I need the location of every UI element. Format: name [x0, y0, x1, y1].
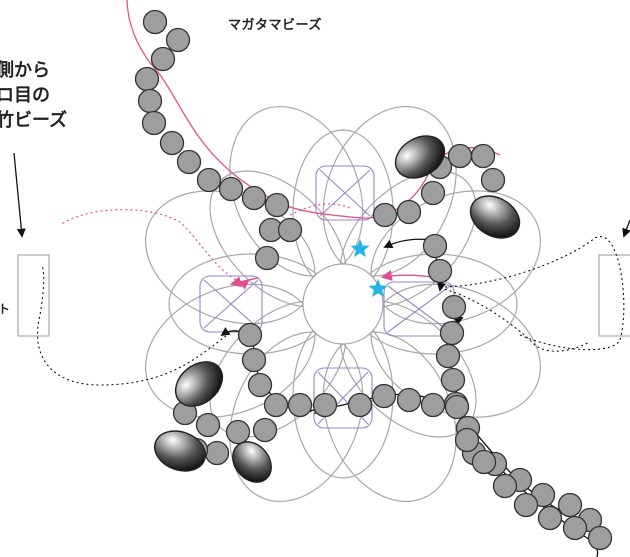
round-bead	[134, 66, 160, 92]
round-bead	[287, 392, 313, 418]
round-bead	[312, 392, 338, 418]
round-bead	[422, 233, 448, 259]
center-circle	[302, 263, 384, 345]
round-bead	[420, 180, 446, 206]
magatama-bead	[469, 195, 521, 239]
round-bead	[372, 202, 398, 228]
pointer-line-right	[622, 219, 630, 238]
magatama-beads	[154, 135, 521, 483]
round-bead	[204, 440, 230, 466]
round-bead	[150, 46, 176, 72]
side-label: ト	[0, 302, 11, 316]
note-line-3: 竹ビーズ	[0, 110, 68, 131]
note-line-1: 側から	[0, 60, 50, 81]
diagram-title: マガタマビーズ	[228, 18, 322, 33]
round-bead	[435, 343, 461, 369]
right-dotted-thread-lower	[439, 287, 591, 352]
round-bead	[196, 167, 222, 193]
round-bead	[454, 427, 480, 453]
magatama-bead	[154, 430, 206, 472]
pink-dotted-thread-top	[289, 203, 351, 216]
round-bead	[218, 176, 244, 202]
round-bead	[137, 88, 163, 114]
star-marker-upper	[350, 239, 370, 257]
right-dotted-thread	[439, 236, 625, 351]
round-bead	[471, 449, 497, 475]
round-bead	[237, 322, 263, 348]
round-bead	[247, 372, 273, 398]
pink-arrow-left	[229, 276, 259, 288]
round-bead	[470, 143, 496, 169]
left-bar	[17, 254, 50, 337]
round-bead	[396, 199, 422, 225]
round-bead	[513, 492, 539, 518]
round-bead	[195, 412, 221, 438]
magatama-bead	[394, 135, 446, 179]
round-bead	[141, 110, 167, 136]
crossed-square	[315, 165, 375, 221]
round-bead	[225, 419, 251, 445]
round-bead	[347, 392, 373, 418]
round-bead	[176, 149, 202, 175]
round-bead	[165, 27, 191, 53]
round-bead	[277, 217, 303, 243]
right-bar	[598, 254, 630, 337]
magatama-bead	[174, 361, 224, 407]
round-bead	[441, 294, 467, 320]
round-bead	[447, 143, 473, 169]
cross-line	[387, 285, 451, 333]
round-bead	[371, 383, 397, 409]
pink-dotted-thread	[59, 209, 250, 290]
round-bead	[439, 320, 465, 346]
round-bead	[252, 417, 278, 443]
round-bead	[427, 258, 453, 284]
round-bead	[492, 473, 518, 499]
round-bead	[537, 505, 563, 531]
round-bead	[587, 525, 613, 551]
magatama-bead	[232, 441, 272, 483]
round-bead	[440, 367, 466, 393]
round-bead	[396, 387, 422, 413]
pointer-line	[13, 152, 26, 238]
round-bead	[480, 167, 506, 193]
instruction-note: 側から ロ目の 竹ビーズ	[0, 58, 67, 133]
left-dotted-thread	[36, 264, 227, 386]
round-bead	[420, 392, 446, 418]
round-bead	[562, 515, 588, 541]
round-bead	[142, 9, 168, 35]
outer-petal	[322, 105, 457, 277]
round-bead	[254, 245, 280, 271]
outer-petal	[370, 190, 542, 325]
round-bead	[557, 492, 583, 518]
round-bead	[444, 394, 470, 420]
round-bead	[263, 392, 289, 418]
round-bead	[241, 347, 267, 373]
star-marker-lower	[368, 279, 388, 297]
round-bead	[159, 130, 185, 156]
round-bead	[241, 185, 267, 211]
cross-line	[319, 169, 371, 217]
round-bead	[264, 192, 290, 218]
note-line-2: ロ目の	[0, 85, 50, 106]
